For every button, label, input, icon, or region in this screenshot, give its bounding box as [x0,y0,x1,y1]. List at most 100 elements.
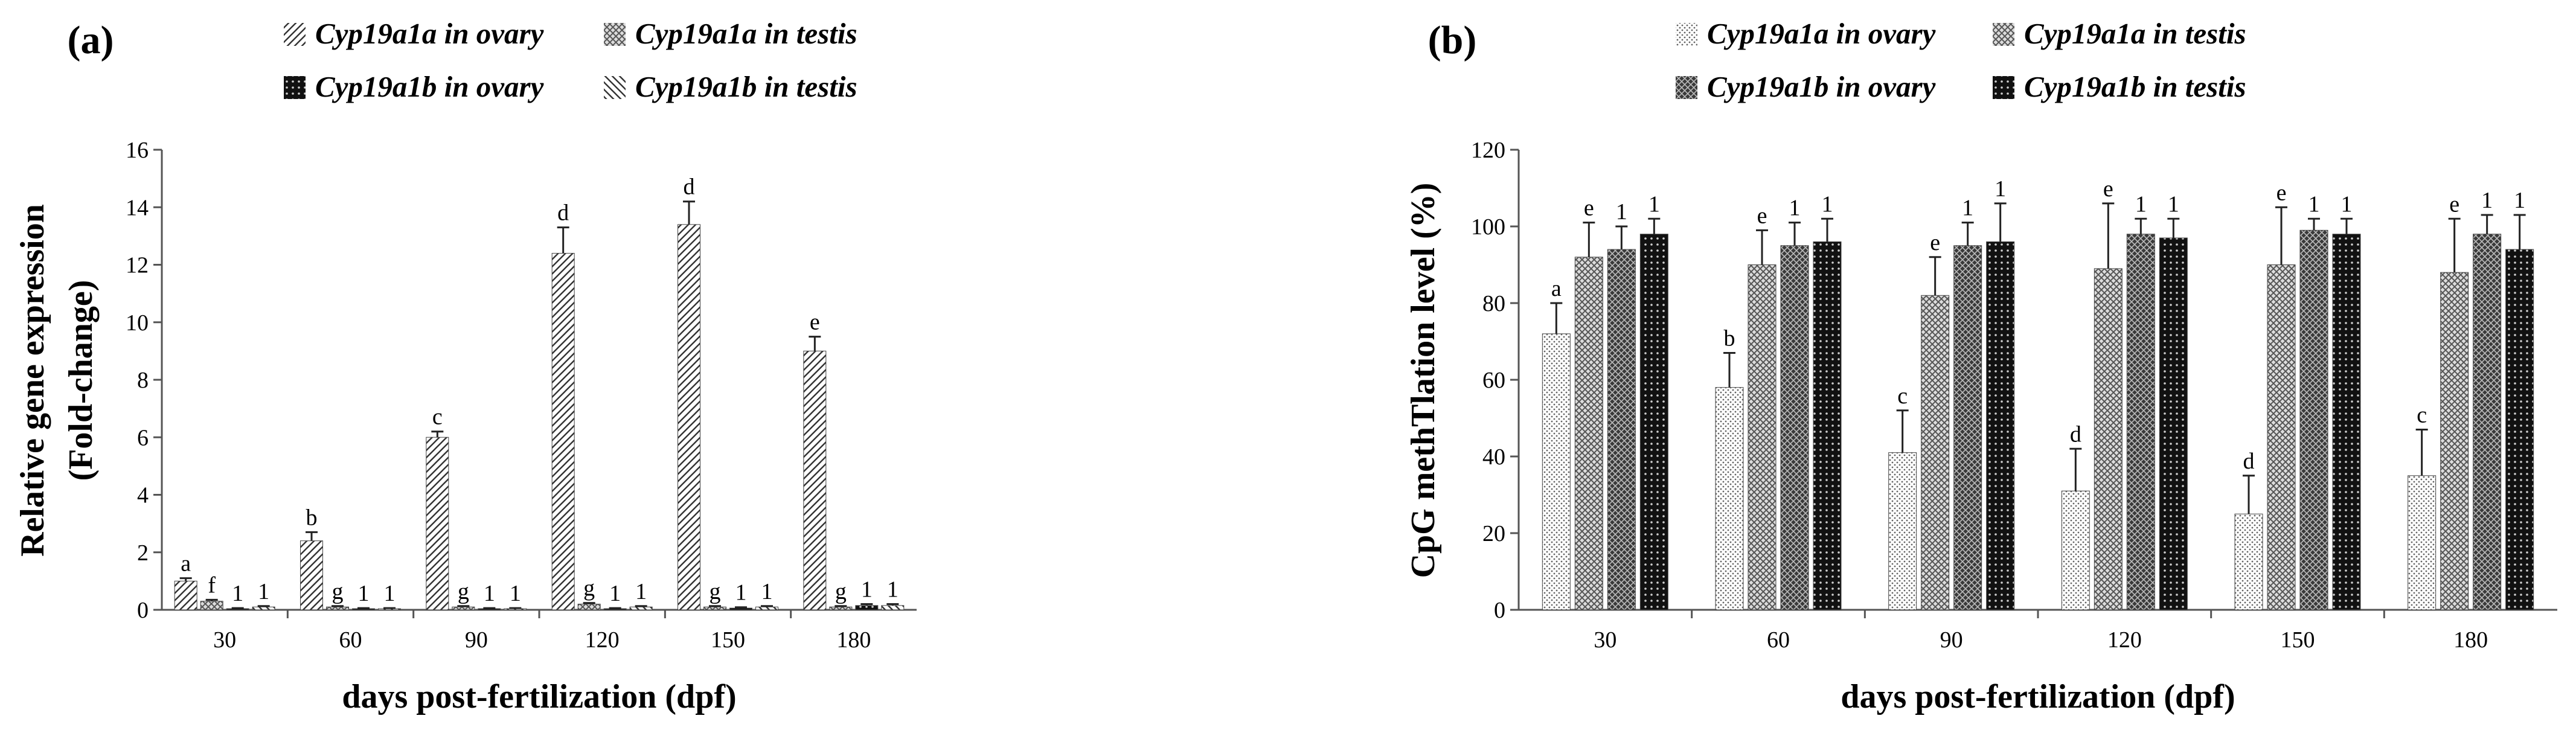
legend-entry: Cyp19a1a in testis [635,17,857,50]
bar [1715,387,1744,610]
significance-label: 1 [1789,196,1801,221]
significance-label: 1 [384,581,396,606]
bar [1780,245,1809,610]
significance-label: 1 [232,581,243,606]
bar [678,224,700,610]
significance-label: 1 [2481,188,2493,213]
bar [1813,241,1842,610]
legend-swatch [284,23,306,46]
y-tick-label: 60 [1482,368,1505,393]
bar [1953,245,1982,610]
x-tick-label: 120 [585,627,620,653]
y-tick-label: 100 [1471,214,1505,240]
significance-label: e [2449,191,2459,217]
bar [1639,234,1668,610]
significance-label: 1 [861,577,873,602]
legend-entry: Cyp19a1a in ovary [315,17,544,50]
significance-label: b [306,505,318,530]
bar [1542,333,1571,610]
chart-panel-b: (b) Cyp19a1a in ovary Cyp19a1a in testis Cy… [1405,17,2557,715]
significance-label: d [2070,421,2081,447]
significance-label: g [835,579,847,604]
significance-label: g [710,579,721,604]
bar [1607,249,1636,610]
bar [2505,249,2534,610]
significance-label: a [181,551,191,577]
chart-panel-a: (a) Cyp19a1a in ovary Cyp19a1a in testis Cy… [14,17,917,715]
bar [1574,257,1603,610]
significance-label: c [2417,403,2427,428]
x-tick-label: 30 [213,627,236,653]
x-tick-label: 120 [2107,627,2142,653]
y-tick-label: 8 [137,368,149,393]
bar [426,437,449,610]
y-axis-title: CpG methTlation level (%) [1405,183,1442,578]
bar [252,606,275,610]
significance-label: e [1584,196,1594,221]
y-tick-label: 4 [137,483,149,508]
x-tick-label: 180 [836,627,871,653]
significance-label: c [432,405,443,430]
y-tick-label: 6 [137,425,149,450]
significance-label: 1 [2514,188,2525,213]
bar [2159,237,2188,610]
legend-swatch [1676,23,1697,46]
significance-label: 1 [635,579,647,604]
legend-entry: Cyp19a1b in testis [635,70,857,103]
bar [2126,234,2155,610]
bar [803,350,827,610]
significance-label: 1 [2135,191,2147,217]
significance-label: 1 [510,581,521,606]
legend-swatch [604,23,626,46]
x-tick-label: 60 [339,627,362,653]
x-tick-label: 90 [1940,627,1963,653]
bar [729,607,752,610]
x-tick-label: 30 [1594,627,1616,653]
significance-label: 1 [761,579,773,604]
significance-label: 1 [735,580,747,606]
significance-label: e [1757,203,1767,228]
panel-label: (b) [1428,18,1477,62]
significance-label: g [332,579,344,604]
significance-label: d [2243,449,2255,474]
bar [829,606,853,610]
bar [326,606,349,610]
significance-label: 1 [1616,199,1627,225]
bar [1921,295,1950,610]
significance-label: e [810,310,820,335]
significance-label: d [557,200,569,226]
bar [755,606,778,610]
y-tick-label: 120 [1471,138,1505,163]
bar [629,606,653,610]
bar [703,606,726,610]
bar [2332,234,2361,610]
x-tick-label: 150 [711,627,745,653]
bar [1888,452,1917,610]
bar [577,603,601,610]
legend-entry: Cyp19a1a in testis [2024,17,2246,50]
significance-label: 1 [2308,191,2320,217]
legend-entry: Cyp19a1b in ovary [1707,70,1936,103]
y-tick-label: 20 [1482,521,1505,546]
bar [452,606,475,610]
bar [2267,264,2296,610]
y-tick-label: 0 [1494,598,1505,623]
y-axis-title: Relative gene expression [14,204,51,557]
bar [2408,475,2437,610]
significance-label: c [1897,383,1908,409]
significance-label: 1 [1648,191,1660,217]
y-tick-label: 2 [137,540,149,566]
bar [2473,234,2502,610]
legend-entry: Cyp19a1b in ovary [315,70,544,103]
bar [2094,268,2123,610]
legend-swatch [1993,76,2014,99]
significance-label: d [684,174,695,200]
x-tick-label: 150 [2281,627,2315,653]
y-tick-label: 0 [137,598,149,623]
significance-label: 1 [2341,191,2353,217]
significance-label: a [1551,276,1562,301]
legend-swatch [284,76,306,99]
legend-swatch [1676,76,1697,99]
significance-label: 1 [484,581,495,606]
